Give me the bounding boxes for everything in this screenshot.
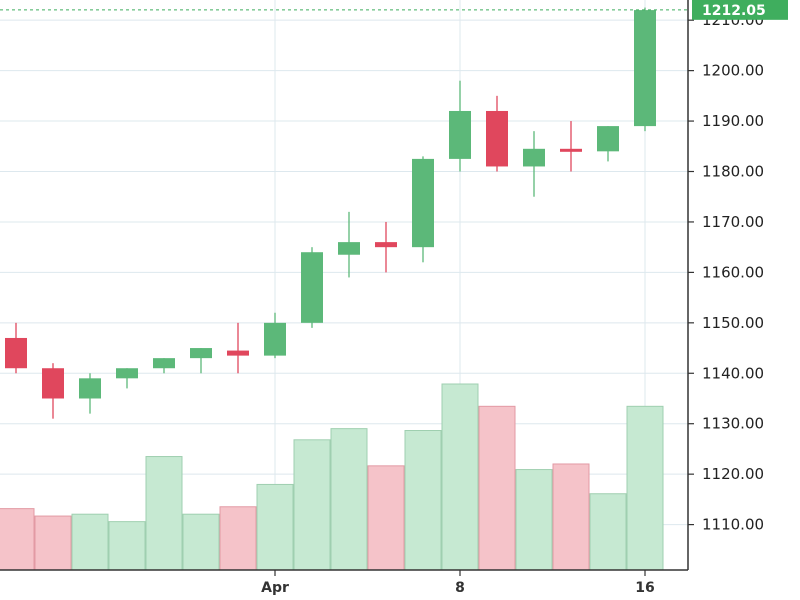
- y-tick-label: 1110.00: [702, 516, 764, 534]
- y-tick-label: 1150.00: [702, 314, 764, 332]
- volume-bar: [515, 469, 553, 571]
- x-axis-ticks: Apr 8 16: [261, 570, 655, 596]
- candle-body-down: [5, 337, 27, 369]
- volume-bar: [145, 456, 183, 571]
- x-tick-label: 8: [455, 580, 465, 596]
- volume-bar: [367, 465, 405, 571]
- y-tick-label: 1200.00: [702, 62, 764, 80]
- volume-bar: [552, 463, 590, 571]
- volume-bar: [34, 515, 72, 571]
- volume-bar: [256, 483, 294, 571]
- y-tick-label: 1130.00: [702, 415, 764, 433]
- y-tick-label: 1190.00: [702, 112, 764, 130]
- candle-body-up: [523, 148, 545, 167]
- candle-body-down: [375, 242, 397, 248]
- y-tick-label: 1120.00: [702, 465, 764, 483]
- volume-bar: [182, 513, 220, 571]
- candle-body-up: [338, 242, 360, 255]
- volume-bar: [441, 383, 479, 571]
- candle-body-up: [116, 368, 138, 379]
- volume-bar: [108, 521, 146, 571]
- y-axis-ticks: 1110.00 1120.00 1130.00 1140.00 1150.00 1160.…: [688, 11, 764, 534]
- volume-bar: [330, 428, 368, 571]
- candle-body-down: [42, 368, 64, 399]
- candle-body-up: [301, 252, 323, 323]
- candle-body-down: [227, 350, 249, 356]
- y-tick-label: 1170.00: [702, 213, 764, 231]
- candle-body-up: [79, 378, 101, 399]
- volume-bar: [626, 405, 664, 571]
- candle-body-down: [486, 110, 508, 167]
- volume-bars: [0, 383, 664, 571]
- grid-lines: [0, 0, 688, 570]
- y-tick-label: 1140.00: [702, 364, 764, 382]
- volume-bar: [478, 405, 516, 571]
- candle-body-up: [153, 358, 175, 369]
- candles: [5, 7, 656, 419]
- y-tick-label: 1160.00: [702, 263, 764, 281]
- volume-bar: [219, 506, 257, 571]
- x-tick-label: 16: [635, 580, 654, 596]
- volume-bar: [71, 513, 109, 571]
- volume-bar: [0, 508, 35, 571]
- volume-bar: [589, 493, 627, 571]
- volume-bar: [293, 439, 331, 571]
- candle-body-up: [264, 322, 286, 356]
- candle-body-up: [449, 110, 471, 159]
- candle-body-up: [190, 348, 212, 359]
- last-price-indicator: 1212.05: [0, 0, 788, 20]
- candle-body-up: [634, 10, 656, 127]
- candle-body-up: [597, 126, 619, 152]
- last-price-badge: [692, 0, 788, 20]
- last-price-label: 1212.05: [702, 3, 766, 19]
- candle-body-down: [560, 148, 582, 152]
- x-tick-label: Apr: [261, 580, 289, 596]
- volume-bar: [404, 430, 442, 571]
- y-tick-label: 1180.00: [702, 163, 764, 181]
- candle-body-up: [412, 158, 434, 248]
